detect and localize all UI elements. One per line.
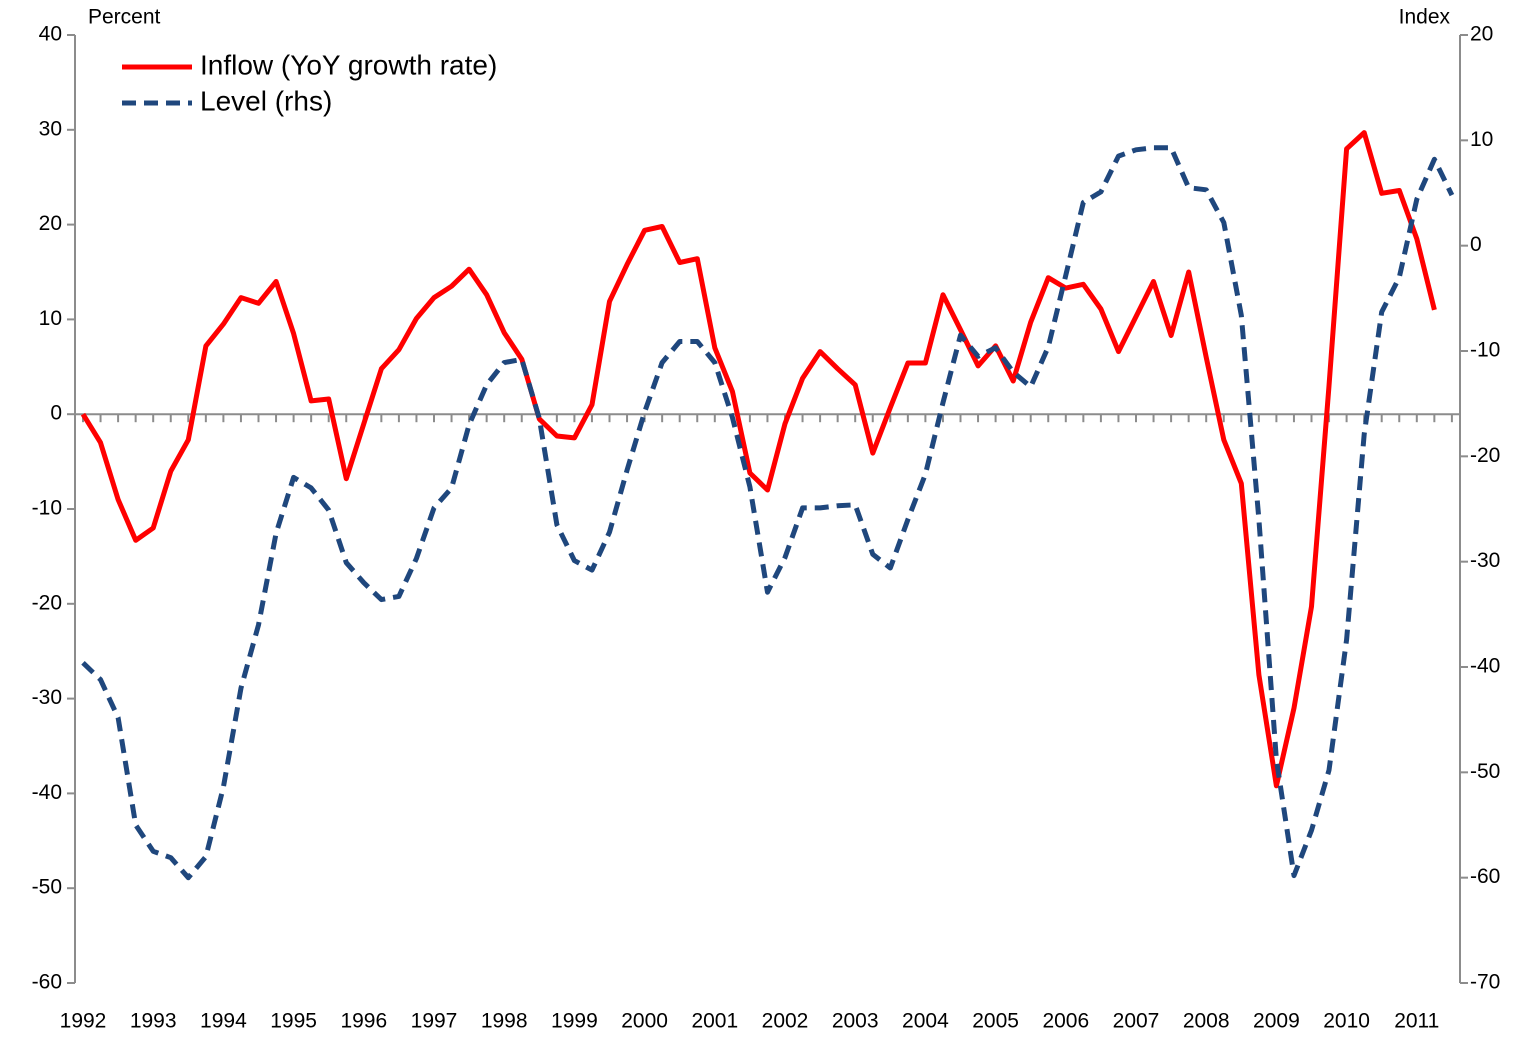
x-tick-label: 1999 [551, 1010, 598, 1033]
x-tick-label: 1992 [60, 1010, 107, 1033]
y2-tick-label: -60 [1470, 865, 1500, 888]
y-tick-label: -50 [32, 876, 62, 899]
y2-tick-label: 0 [1470, 233, 1482, 256]
y2-tick-label: -50 [1470, 760, 1500, 783]
y2-tick-label: -40 [1470, 655, 1500, 678]
x-tick-label: 1994 [200, 1010, 247, 1033]
y-tick-label: 40 [39, 23, 62, 46]
legend-label: Inflow (YoY growth rate) [200, 49, 497, 80]
x-tick-label: 2011 [1394, 1010, 1439, 1033]
y-tick-label: 30 [39, 117, 62, 140]
y-tick-label: 0 [50, 402, 62, 425]
x-tick-label: 1998 [481, 1010, 528, 1033]
x-tick-label: 2007 [1113, 1010, 1160, 1033]
y2-tick-label: -20 [1470, 444, 1500, 467]
x-tick-label: 2000 [621, 1010, 668, 1033]
legend-label: Level (rhs) [200, 85, 332, 116]
x-tick-label: 2009 [1253, 1010, 1300, 1033]
y-tick-label: 20 [39, 212, 62, 235]
x-tick-label: 1996 [340, 1010, 387, 1033]
x-tick-label: 1993 [130, 1010, 177, 1033]
y2-tick-label: 20 [1470, 23, 1493, 46]
x-tick-label: 2005 [972, 1010, 1019, 1033]
y2-tick-label: -70 [1470, 971, 1500, 994]
y2-tick-label: -30 [1470, 549, 1500, 572]
y-tick-label: -40 [32, 781, 62, 804]
y2-tick-label: -10 [1470, 339, 1500, 362]
x-tick-label: 2008 [1183, 1010, 1230, 1033]
x-tick-label: 2006 [1042, 1010, 1089, 1033]
series-line [80, 130, 1437, 789]
y-tick-label: 10 [39, 307, 62, 330]
x-tick-label: 2004 [902, 1010, 949, 1033]
y-tick-label: -20 [32, 591, 62, 614]
y-axis-title: Percent [88, 6, 161, 29]
x-tick-label: 2010 [1323, 1010, 1370, 1033]
y2-axis-title: Index [1399, 6, 1451, 29]
x-tick-label: 2002 [762, 1010, 809, 1033]
y-tick-label: -60 [32, 971, 62, 994]
y-tick-label: -10 [32, 497, 62, 520]
x-tick-label: 1997 [411, 1010, 458, 1033]
x-tick-label: 2001 [691, 1010, 738, 1033]
y-tick-label: -30 [32, 686, 62, 709]
y2-tick-label: 10 [1470, 128, 1493, 151]
x-tick-label: 2003 [832, 1010, 879, 1033]
x-tick-label: 1995 [270, 1010, 317, 1033]
series-line [81, 145, 1455, 881]
